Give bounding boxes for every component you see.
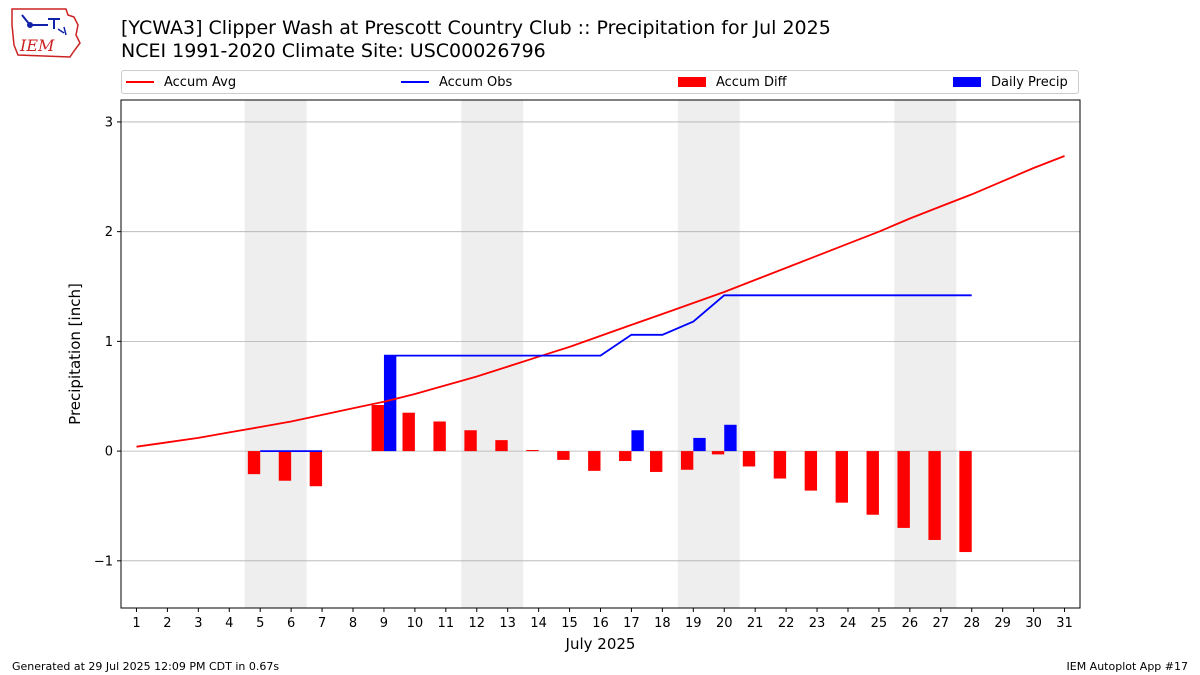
bar-accum-diff-day-10 bbox=[402, 412, 415, 452]
bar-accum-diff-day-17 bbox=[619, 451, 632, 461]
x-tick-label: 25 bbox=[871, 616, 888, 631]
legend-line-accum-obs bbox=[401, 81, 429, 83]
bar-daily-precip-day-17 bbox=[631, 430, 644, 452]
x-tick-label: 29 bbox=[994, 616, 1011, 631]
bar-accum-diff-day-26 bbox=[897, 451, 910, 528]
legend-patch-daily-precip bbox=[953, 77, 981, 87]
legend-item-daily-precip: Daily Precip bbox=[953, 71, 1068, 93]
x-tick-label: 15 bbox=[561, 616, 578, 631]
y-tick-label: 3 bbox=[105, 115, 113, 130]
bar-accum-diff-day-24 bbox=[835, 451, 848, 503]
x-tick-label: 17 bbox=[623, 616, 640, 631]
x-tick-label: 14 bbox=[530, 616, 547, 631]
x-tick-label: 13 bbox=[499, 616, 516, 631]
bar-daily-precip-day-20 bbox=[724, 424, 737, 452]
legend-label-accum-obs: Accum Obs bbox=[439, 74, 513, 90]
bar-accum-diff-day-20 bbox=[711, 451, 725, 455]
bar-accum-diff-day-21 bbox=[742, 451, 756, 467]
bar-accum-diff-day-25 bbox=[866, 451, 879, 515]
x-tick-label: 3 bbox=[194, 616, 202, 631]
bar-accum-diff-day-14 bbox=[526, 450, 539, 452]
x-tick-label: 6 bbox=[287, 616, 295, 631]
bar-accum-diff-day-27 bbox=[928, 451, 941, 540]
bar-daily-precip-day-9 bbox=[383, 355, 397, 452]
x-tick-label: 5 bbox=[256, 616, 264, 631]
bar-accum-diff-day-11 bbox=[433, 421, 446, 452]
x-tick-label: 11 bbox=[438, 616, 455, 631]
legend-item-accum-obs: Accum Obs bbox=[401, 71, 512, 93]
x-tick-label: 10 bbox=[407, 616, 424, 631]
chart-subtitle: NCEI 1991-2020 Climate Site: USC00026796 bbox=[121, 40, 546, 62]
legend-item-accum-diff: Accum Diff bbox=[678, 71, 787, 93]
x-tick-label: 28 bbox=[963, 616, 980, 631]
bar-accum-diff-day-9 bbox=[371, 405, 384, 452]
x-tick-label: 27 bbox=[933, 616, 950, 631]
x-tick-label: 4 bbox=[225, 616, 233, 631]
bar-accum-diff-day-13 bbox=[495, 440, 508, 452]
x-tick-label: 16 bbox=[592, 616, 609, 631]
bar-accum-diff-day-16 bbox=[588, 451, 601, 471]
x-tick-label: 24 bbox=[840, 616, 857, 631]
logo-text: IEM bbox=[19, 36, 55, 55]
bar-accum-diff-day-5 bbox=[247, 451, 261, 475]
x-tick-label: 23 bbox=[809, 616, 826, 631]
x-tick-label: 1 bbox=[132, 616, 140, 631]
legend-item-accum-avg: Accum Avg bbox=[126, 71, 236, 93]
iem-logo: IEM bbox=[11, 8, 81, 58]
y-tick-label: −1 bbox=[94, 554, 113, 569]
legend-label-accum-diff: Accum Diff bbox=[716, 74, 787, 90]
x-tick-label: 22 bbox=[778, 616, 795, 631]
bar-accum-diff-day-28 bbox=[959, 451, 972, 553]
y-tick-label: 0 bbox=[105, 445, 113, 460]
bar-accum-diff-day-18 bbox=[649, 451, 663, 472]
legend-label-accum-avg: Accum Avg bbox=[164, 74, 237, 90]
bar-accum-diff-day-19 bbox=[680, 451, 694, 470]
x-tick-label: 2 bbox=[163, 616, 171, 631]
footer-app: IEM Autoplot App #17 bbox=[1066, 660, 1189, 673]
bar-accum-diff-day-7 bbox=[309, 451, 323, 487]
chart-legend: Accum Avg Accum Obs Accum Diff Daily Pre… bbox=[121, 70, 1079, 94]
bar-accum-diff-day-15 bbox=[557, 451, 570, 460]
legend-label-daily-precip: Daily Precip bbox=[991, 74, 1068, 90]
weekend-shade-3 bbox=[677, 100, 740, 608]
line-accum-avg-segment-1 bbox=[136, 155, 1065, 448]
footer-generated: Generated at 29 Jul 2025 12:09 PM CDT in… bbox=[12, 660, 280, 673]
y-axis-label: Precipitation [inch] bbox=[66, 283, 84, 425]
x-tick-label: 12 bbox=[468, 616, 485, 631]
legend-line-accum-avg bbox=[126, 81, 154, 83]
legend-patch-accum-diff bbox=[678, 77, 706, 87]
x-tick-label: 18 bbox=[654, 616, 671, 631]
line-accum-obs-segment-2 bbox=[384, 294, 972, 357]
y-tick-label: 2 bbox=[105, 225, 113, 240]
bar-accum-diff-day-12 bbox=[464, 430, 477, 452]
x-tick-label: 20 bbox=[716, 616, 733, 631]
weekend-shade-2 bbox=[461, 100, 524, 608]
y-tick-label: 1 bbox=[105, 335, 113, 350]
bar-accum-diff-day-23 bbox=[804, 451, 818, 491]
x-tick-label: 30 bbox=[1025, 616, 1042, 631]
x-tick-label: 21 bbox=[747, 616, 764, 631]
x-tick-label: 9 bbox=[380, 616, 388, 631]
x-tick-label: 8 bbox=[349, 616, 357, 631]
weekend-shade-1 bbox=[244, 100, 307, 608]
x-tick-label: 26 bbox=[902, 616, 919, 631]
x-axis-label: July 2025 bbox=[565, 635, 636, 653]
weekend-shade-4 bbox=[894, 100, 957, 608]
bar-accum-diff-day-22 bbox=[773, 451, 787, 479]
x-tick-label: 7 bbox=[318, 616, 326, 631]
bar-daily-precip-day-19 bbox=[693, 437, 706, 452]
x-tick-label: 19 bbox=[685, 616, 702, 631]
chart-title: [YCWA3] Clipper Wash at Prescott Country… bbox=[121, 17, 831, 39]
bar-accum-diff-day-6 bbox=[278, 451, 292, 481]
x-tick-label: 31 bbox=[1056, 616, 1073, 631]
